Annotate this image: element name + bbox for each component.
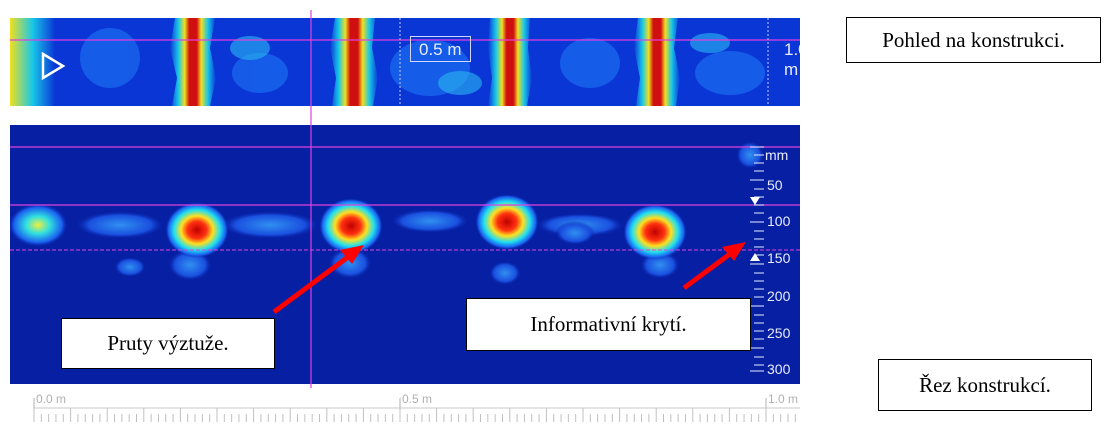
callout-cover: Informativní krytí. (466, 298, 751, 351)
depth-tick-200: 200 (767, 288, 791, 304)
triangle-up-icon[interactable] (750, 253, 760, 261)
triangle-down-icon[interactable] (750, 197, 760, 205)
callout-rebars: Pruty výztuže. (61, 318, 275, 369)
callout-section: Řez konstrukcí. (878, 359, 1092, 411)
bottom-ruler: 0.0 m 0.5 m 1.0 m (10, 388, 800, 422)
depth-tick-250: 250 (767, 325, 791, 341)
plan-view-scan[interactable]: 0.5 m 1.0 m (10, 18, 800, 106)
cover-range-markers[interactable] (750, 197, 760, 261)
plan-view-image (10, 18, 800, 106)
callout-plan-view: Pohled na konstrukci. (846, 17, 1101, 63)
depth-tick-300: 300 (767, 361, 791, 377)
ruler-label-start: 0.0 m (36, 392, 67, 406)
ruler-label-half: 0.5 m (402, 392, 433, 406)
depth-tick-150: 150 (767, 250, 791, 266)
play-icon[interactable] (40, 52, 66, 80)
ruler-ticks (33, 398, 800, 422)
depth-unit-label: mm (765, 147, 789, 163)
depth-tick-50: 50 (767, 177, 783, 193)
plan-marker-half: 0.5 m (410, 36, 471, 62)
plan-marker-end: 1.0 m (784, 40, 800, 79)
ruler-label-end: 1.0 m (768, 392, 799, 406)
depth-tick-100: 100 (767, 213, 791, 229)
